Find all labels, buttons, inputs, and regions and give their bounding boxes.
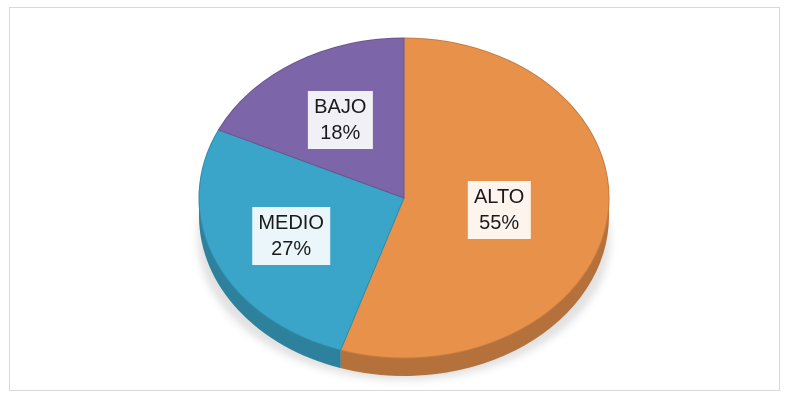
slice-side-medio [199, 198, 341, 369]
slice-label-bajo-name: BAJO [314, 95, 367, 118]
pie-tops [198, 37, 610, 359]
slice-label-alto-value: 55% [479, 211, 520, 234]
pie-sides [199, 198, 609, 376]
slice-side-alto [340, 198, 609, 376]
slice-label-medio-name: MEDIO [258, 212, 324, 235]
slice-label-bajo-value: 18% [320, 121, 361, 144]
slice-label-medio-value: 27% [271, 238, 312, 261]
slice-label-alto-name: ALTO [473, 185, 525, 208]
